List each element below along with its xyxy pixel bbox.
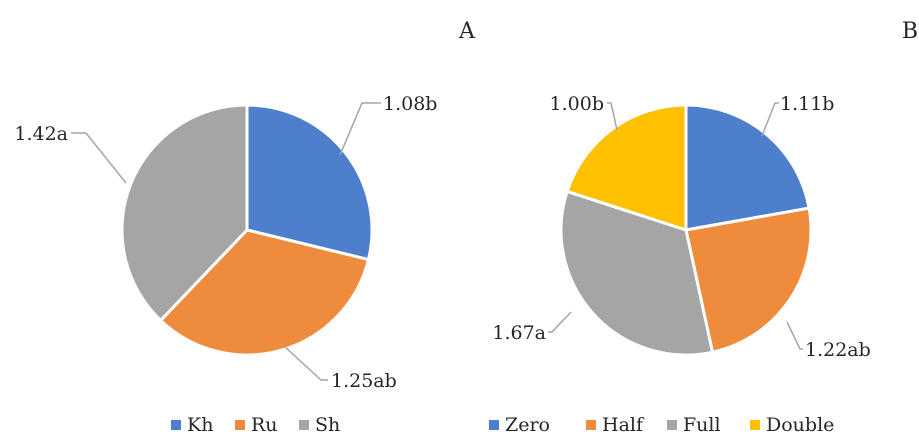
legend-a-swatch-ru bbox=[235, 420, 245, 430]
pie-b-leader-line-2 bbox=[548, 311, 572, 333]
pie-b-slice-double bbox=[565, 103, 688, 233]
pie-b-slice-full bbox=[559, 189, 715, 357]
pie-a-data-label-ru: 1.25ab bbox=[331, 370, 397, 392]
pie-b-data-label-zero: 1.11b bbox=[780, 93, 834, 115]
pie-a-data-label-sh: 1.42a bbox=[14, 123, 68, 145]
legend-b-label-full: Full bbox=[683, 414, 721, 436]
legend-a: Kh Ru Sh bbox=[171, 414, 340, 436]
pie-b-leader-line-3 bbox=[607, 102, 618, 131]
pie-chart-b: 1.11b 1.22ab 1.67a 1.00b bbox=[492, 93, 870, 361]
legend-b-label-half: Half bbox=[602, 414, 645, 436]
legend-a-label-ru: Ru bbox=[251, 414, 278, 436]
pie-b-data-label-double: 1.00b bbox=[550, 93, 604, 115]
pie-b-slice-zero bbox=[684, 103, 811, 232]
legend-a-label-kh: Kh bbox=[187, 414, 213, 436]
panel-a-letter: A bbox=[458, 19, 476, 44]
pie-b-data-label-full: 1.67a bbox=[492, 322, 546, 344]
pie-a-leader-line-2 bbox=[71, 132, 127, 184]
pie-a-slice-sh bbox=[120, 103, 249, 323]
legend-b-label-double: Double bbox=[766, 414, 834, 436]
legend-b: Zero Half Full Double bbox=[489, 414, 834, 436]
legend-b-swatch-full bbox=[667, 420, 677, 430]
pie-a-leader-line-0 bbox=[339, 102, 381, 156]
pie-b-leader-line-1 bbox=[786, 321, 803, 350]
legend-b-swatch-half bbox=[586, 420, 596, 430]
pie-b-data-label-half: 1.22ab bbox=[805, 339, 871, 361]
panel-b-letter: B bbox=[902, 19, 918, 44]
pie-b-slice-half bbox=[684, 206, 813, 354]
pie-b-leader-line-0 bbox=[761, 102, 779, 137]
pie-chart-a: 1.08b 1.25ab 1.42a bbox=[14, 93, 437, 392]
legend-b-swatch-double bbox=[750, 420, 760, 430]
pie-a-data-label-kh: 1.08b bbox=[383, 93, 437, 115]
legend-b-label-zero: Zero bbox=[505, 414, 550, 436]
legend-a-swatch-sh bbox=[299, 420, 309, 430]
pie-a-slice-kh bbox=[245, 103, 374, 262]
legend-a-swatch-kh bbox=[171, 420, 181, 430]
pie-a-slice-ru bbox=[158, 228, 371, 357]
legend-b-swatch-zero bbox=[489, 420, 499, 430]
pie-a-leader-line-1 bbox=[283, 345, 328, 381]
legend-a-label-sh: Sh bbox=[315, 414, 340, 436]
